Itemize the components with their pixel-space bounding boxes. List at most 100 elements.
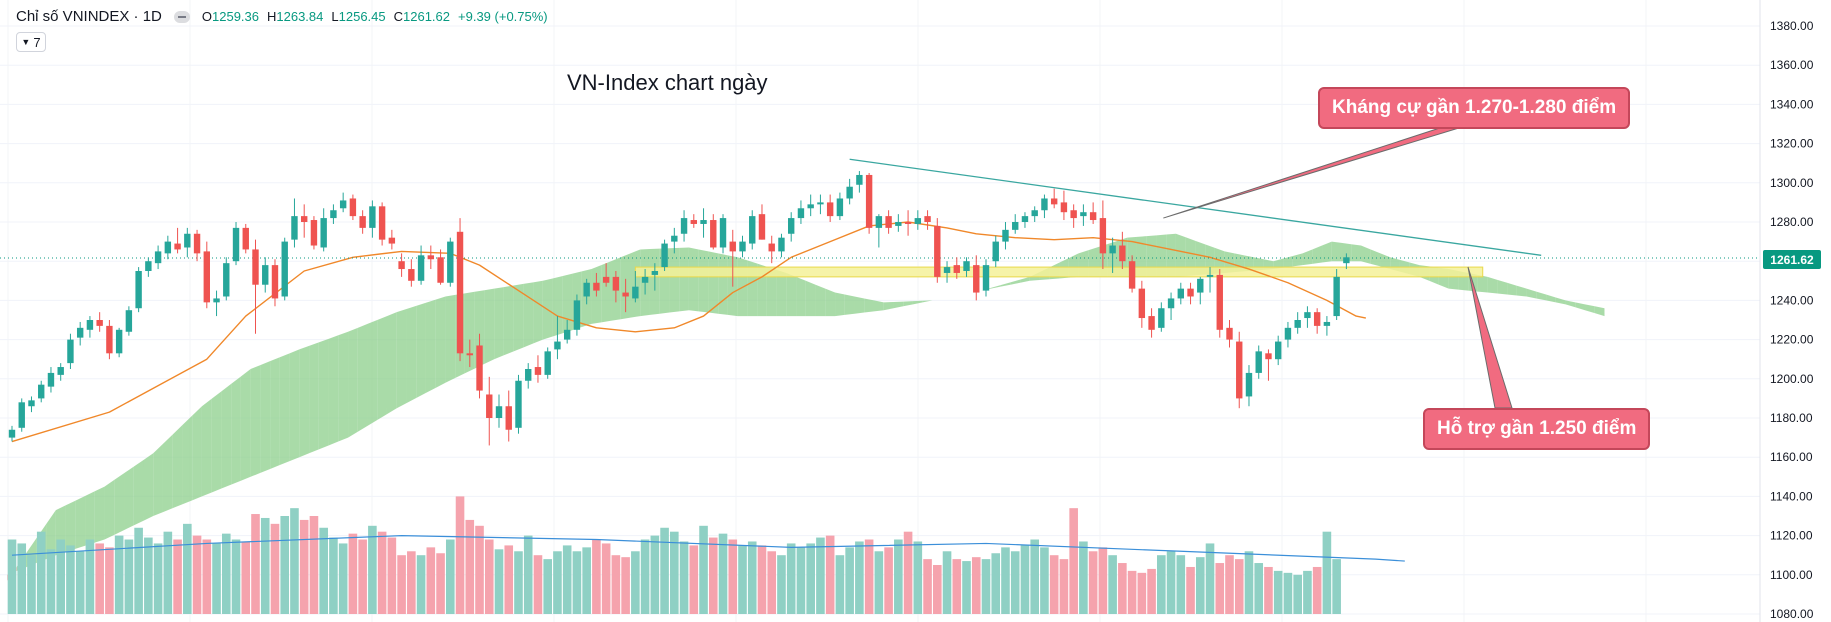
candle-body [106, 325, 113, 354]
cloud-segment [1565, 300, 1576, 308]
volume-bars [7, 496, 1341, 614]
cloud-segment [309, 342, 319, 454]
volume-bar [923, 559, 932, 614]
candle-body [1109, 245, 1116, 254]
cloud-segment [153, 443, 163, 516]
candle-body [184, 233, 191, 248]
cloud-segment [338, 331, 349, 442]
cloud-segment [1292, 253, 1303, 267]
volume-bar [523, 535, 533, 614]
candle-body [398, 261, 405, 270]
candle-body [1119, 245, 1126, 262]
volume-bar [767, 551, 777, 614]
candle-body [1012, 222, 1019, 230]
cloud-segment [299, 345, 310, 458]
cloud-segment [172, 425, 183, 509]
volume-bar [631, 551, 640, 614]
candle-body [924, 216, 931, 222]
candle-body [817, 202, 824, 205]
cloud-segment [211, 391, 222, 493]
cloud-segment [1555, 297, 1566, 305]
indicators-toggle-button[interactable]: ▼ 7 [16, 32, 46, 52]
cloud-segment [182, 415, 193, 505]
volume-bar [689, 545, 699, 614]
candle-body [758, 214, 766, 240]
volume-bar [1020, 545, 1030, 614]
candle-body [710, 220, 717, 248]
candle-body [1226, 327, 1233, 340]
cloud-segment [1273, 258, 1284, 270]
volume-bar [75, 551, 85, 614]
candle-body [349, 198, 357, 217]
volume-bar [825, 535, 835, 614]
ichimoku-cloud [7, 233, 1605, 581]
cloud-segment [94, 486, 105, 543]
volume-bar [1244, 551, 1254, 614]
candle-body [583, 282, 590, 297]
volume-bar [1225, 555, 1234, 614]
candle-body [534, 367, 542, 375]
resistance-pointer [1163, 123, 1473, 219]
volume-bar [494, 549, 504, 614]
support-zone-band [634, 266, 1484, 278]
volume-bar [46, 549, 56, 614]
candle-body [1236, 341, 1243, 399]
symbol-title[interactable]: Chỉ số VNINDEX · 1D [16, 8, 162, 25]
volume-bar [777, 555, 786, 614]
cloud-segment [1312, 245, 1323, 264]
volume-bar [1166, 551, 1176, 614]
candle-body [573, 300, 581, 330]
cloud-segment [124, 466, 134, 531]
cloud-segment [815, 284, 826, 317]
volume-bar [299, 519, 309, 614]
cloud-segment [912, 300, 923, 305]
volume-bar [329, 537, 338, 614]
volume-bar [699, 525, 708, 614]
candle-body [301, 216, 308, 222]
hide-icon[interactable] [173, 10, 190, 23]
unused [1345, 120, 1466, 580]
candlesticks [8, 171, 1350, 446]
volume-bar [670, 531, 679, 614]
cloud-segment [1477, 274, 1488, 293]
candle-body [1333, 276, 1340, 317]
candle-body [1158, 308, 1165, 328]
y-tick-label: 1240.00 [1770, 293, 1814, 307]
cloud-segment [221, 383, 232, 489]
cloud-segment [1000, 282, 1011, 287]
close-value: 1261.62 [403, 9, 451, 24]
candle-body [1138, 288, 1146, 319]
candle-body [242, 227, 249, 250]
change-value: +9.39 (+0.75%) [458, 9, 548, 24]
candle-body [76, 327, 84, 338]
volume-bar [475, 525, 484, 614]
volume-bar [387, 537, 397, 614]
volume-bar [270, 523, 280, 614]
volume-bar [212, 543, 221, 614]
candle-body [1304, 312, 1311, 319]
candle-body [943, 267, 951, 273]
volume-bar [1303, 570, 1312, 614]
candle-body [1197, 278, 1204, 293]
cloud-segment [805, 280, 816, 317]
volume-bar [338, 543, 348, 614]
volume-bar [465, 519, 475, 614]
volume-bar [1049, 555, 1059, 614]
candle-body [203, 251, 210, 303]
cloud-segment [318, 338, 329, 450]
cloud-segment [776, 269, 787, 317]
candle-body [1080, 212, 1087, 217]
cloud-segment [162, 434, 173, 513]
candle-body [339, 200, 347, 209]
open-label: O [201, 9, 212, 24]
candle-body [38, 384, 45, 399]
volume-bar [280, 516, 290, 614]
candle-body [271, 265, 279, 299]
candle-body [232, 227, 240, 262]
volume-bar [1118, 563, 1127, 614]
volume-bar [1040, 547, 1049, 614]
candle-body [252, 249, 259, 285]
y-tick-label: 1080.00 [1770, 607, 1814, 621]
candle-body [563, 329, 571, 340]
